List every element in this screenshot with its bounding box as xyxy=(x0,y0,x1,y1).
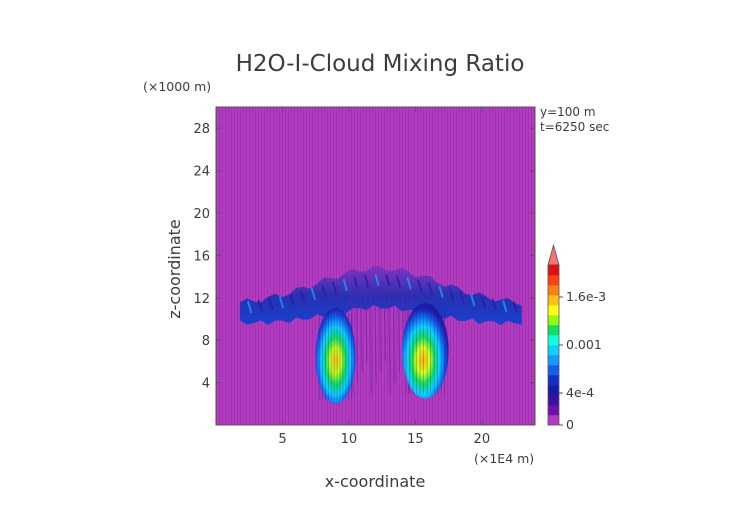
anvil-streak xyxy=(300,290,306,304)
anvil-streak xyxy=(470,294,476,307)
anvil-streak xyxy=(374,274,380,287)
annotation-t: t=6250 sec xyxy=(540,120,609,134)
colorbar-segment xyxy=(548,395,559,406)
y-axis: 4 8 12 16 20 24 28 xyxy=(193,122,535,392)
anvil-streak xyxy=(246,300,253,314)
column-streak xyxy=(369,287,373,394)
anvil-streak xyxy=(268,298,274,311)
anvil-streak xyxy=(491,298,497,311)
colorbar-segment xyxy=(548,295,559,306)
column-streak xyxy=(392,281,396,383)
anvil-streak xyxy=(342,278,348,292)
x-tick-label: 10 xyxy=(341,432,358,447)
y-tick-label: 24 xyxy=(193,165,210,180)
chart-title: H2O-I-Cloud Mixing Ratio xyxy=(236,51,525,77)
x-tick-label: 5 xyxy=(278,432,286,447)
anvil-streak xyxy=(448,288,455,301)
colorbar-segment xyxy=(548,385,559,396)
colorbar-segment xyxy=(548,415,559,426)
colorbar-tick-label: 0 xyxy=(566,417,574,432)
anvil-region xyxy=(239,265,522,326)
anvil-streak xyxy=(480,296,487,309)
y-tick-label: 28 xyxy=(193,122,210,137)
column-streak xyxy=(364,281,368,362)
anvil-streak xyxy=(289,293,295,306)
colorbar-extend-arrow xyxy=(547,243,560,266)
plot-frame xyxy=(215,106,536,426)
anvil-streak xyxy=(427,282,433,295)
column-streak xyxy=(374,292,377,383)
y-tick-label: 12 xyxy=(193,292,210,307)
y-axis-label: z-coordinate xyxy=(165,219,184,319)
colorbar-segment xyxy=(548,305,559,316)
anvil-streak xyxy=(502,300,508,313)
colorbar-segment xyxy=(548,375,559,386)
right-core xyxy=(402,303,449,399)
anvil-streak xyxy=(438,285,444,298)
colorbar: 0 4e-4 0.001 1.6e-3 xyxy=(547,243,606,432)
anvil-streak xyxy=(321,284,327,297)
colorbar-segment xyxy=(548,365,559,376)
anvil-streak xyxy=(257,299,263,312)
anvil-streak xyxy=(310,287,316,301)
colorbar-segment xyxy=(548,335,559,346)
y-tick-label: 4 xyxy=(202,377,210,392)
colorbar-segment xyxy=(548,355,559,366)
x-tick-label: 20 xyxy=(474,432,491,447)
cloud-features xyxy=(239,265,522,404)
anvil-streak xyxy=(353,276,359,289)
colorbar-tick-label: 0.001 xyxy=(566,337,602,352)
colorbar-segment xyxy=(548,405,559,416)
colorbar-segment xyxy=(548,325,559,336)
anvil-streak xyxy=(406,277,412,290)
colorbar-tick-label: 4e-4 xyxy=(566,385,594,400)
colorbar-segment xyxy=(548,345,559,356)
column-streak xyxy=(355,287,359,383)
y-tick-label: 20 xyxy=(193,207,210,222)
colorbar-segment xyxy=(548,315,559,326)
y-tick-label: 8 xyxy=(202,334,210,349)
x-tick-label: 15 xyxy=(407,432,424,447)
colorbar-segment xyxy=(548,275,559,286)
column-streak xyxy=(383,287,387,362)
x-axis-label: x-coordinate xyxy=(325,472,426,491)
column-streak xyxy=(360,292,363,373)
annotation-y: y=100 m xyxy=(540,105,596,119)
column-streak xyxy=(378,281,382,373)
colorbar-segment xyxy=(548,285,559,296)
column-streak xyxy=(397,287,401,373)
anvil-streak xyxy=(395,275,402,288)
anvil-streak xyxy=(363,275,370,288)
y-tick-label: 16 xyxy=(193,249,210,264)
colorbar-tick-label: 1.6e-3 xyxy=(566,289,606,304)
colorbar-segment xyxy=(548,265,559,276)
anvil-streak xyxy=(332,281,338,294)
anvil-streak xyxy=(278,296,285,309)
anvil-streak xyxy=(417,279,423,292)
left-core xyxy=(315,308,356,404)
x-axis: 5 10 15 20 xyxy=(278,107,490,447)
anvil-streak xyxy=(512,301,519,314)
y-unit-label: (×1000 m) xyxy=(143,79,211,94)
x-unit-label: (×1E4 m) xyxy=(474,451,534,466)
anvil-streak xyxy=(385,274,391,287)
plot-area xyxy=(216,107,535,425)
column-streak xyxy=(388,292,391,394)
anvil-streak xyxy=(459,291,465,304)
